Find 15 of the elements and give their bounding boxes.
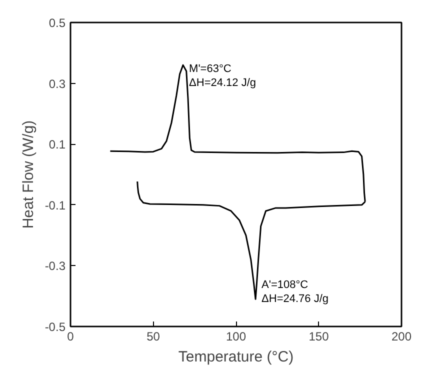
x-tick-label: 150 — [308, 330, 330, 344]
x-tick-label: 50 — [146, 330, 160, 344]
y-tick-label: -0.3 — [44, 259, 66, 274]
y-tick-label: -0.5 — [44, 320, 66, 334]
annotation: M'=63°C ΔH=24.12 J/g — [189, 63, 256, 89]
y-tick-label: 0.3 — [48, 76, 66, 91]
y-tick-label: 0.5 — [48, 16, 66, 30]
y-tick-label: -0.1 — [44, 198, 66, 212]
x-axis-title: Temperature (°C) — [178, 348, 294, 366]
y-axis-title: Heat Flow (W/g) — [20, 120, 37, 229]
x-tick-label: 0 — [67, 330, 74, 344]
x-tick-label: 100 — [226, 330, 246, 344]
x-tick-label: 200 — [391, 330, 412, 344]
y-tick-label: 0.1 — [48, 138, 66, 152]
annotation: A'=108°C ΔH=24.76 J/g — [262, 279, 329, 305]
